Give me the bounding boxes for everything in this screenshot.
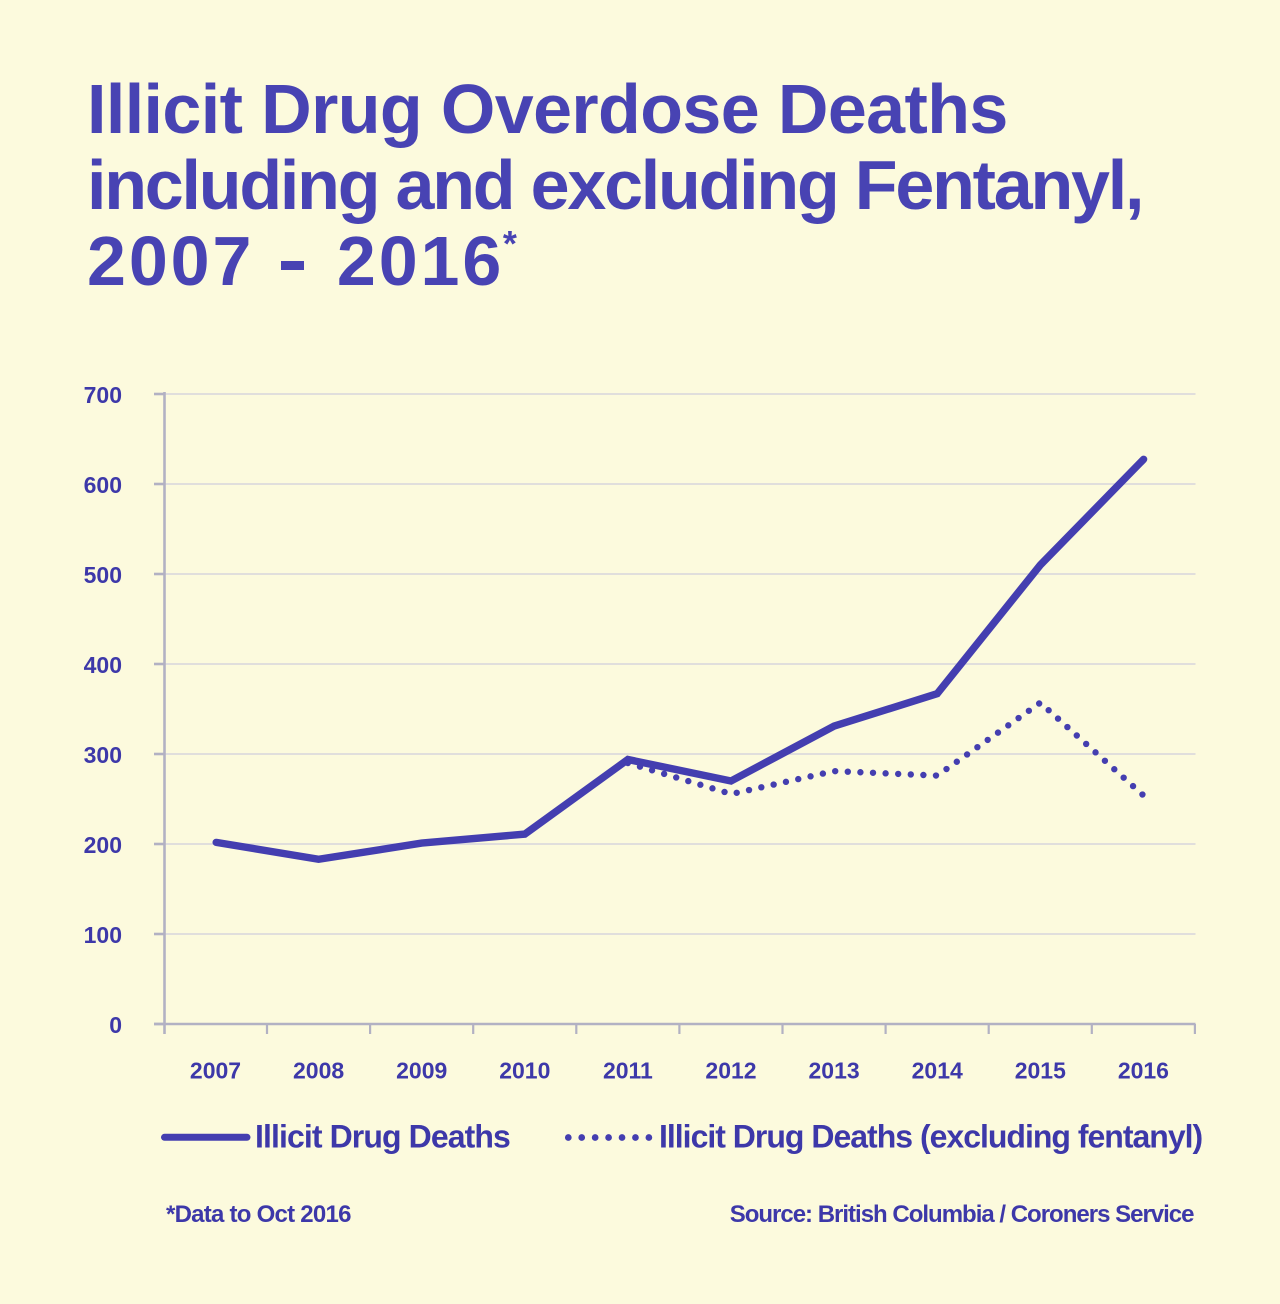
svg-text:Illicit Drug Deaths: Illicit Drug Deaths	[255, 1119, 510, 1155]
svg-text:100: 100	[84, 922, 122, 948]
svg-text:Illicit Drug Deaths (excluding: Illicit Drug Deaths (excluding fentanyl)	[659, 1119, 1203, 1155]
svg-text:500: 500	[84, 562, 122, 588]
svg-text:2007: 2007	[190, 1058, 241, 1084]
svg-text:600: 600	[84, 472, 122, 498]
svg-text:700: 700	[84, 382, 122, 408]
svg-text:2016: 2016	[1118, 1058, 1169, 1084]
svg-text:2008: 2008	[293, 1058, 344, 1084]
svg-text:300: 300	[84, 742, 122, 768]
svg-text:2015: 2015	[1015, 1058, 1066, 1084]
svg-text:*Data to Oct 2016: *Data to Oct 2016	[166, 1201, 351, 1228]
svg-text:2014: 2014	[912, 1058, 963, 1084]
svg-text:2010: 2010	[499, 1058, 550, 1084]
svg-text:2011: 2011	[603, 1058, 653, 1084]
svg-text:Source: British Columbia / Cor: Source: British Columbia / Coroners Serv…	[730, 1201, 1194, 1228]
svg-text:200: 200	[84, 832, 122, 858]
svg-text:2009: 2009	[396, 1058, 447, 1084]
svg-text:2013: 2013	[809, 1058, 860, 1084]
svg-text:0: 0	[109, 1012, 122, 1038]
svg-text:400: 400	[84, 652, 122, 678]
svg-text:2012: 2012	[705, 1058, 756, 1084]
